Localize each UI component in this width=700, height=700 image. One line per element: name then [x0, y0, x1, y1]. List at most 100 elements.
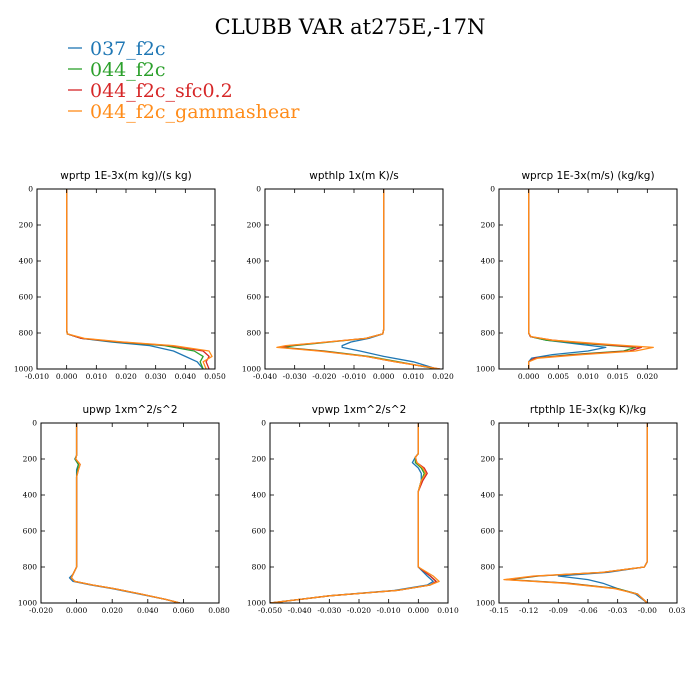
- x-tick-label: 0.010: [577, 372, 599, 381]
- y-tick-label: 800: [247, 329, 262, 338]
- y-tick-label: 1000: [18, 599, 37, 608]
- y-tick-label: 1000: [476, 599, 495, 608]
- y-tick-label: 400: [481, 491, 496, 500]
- y-tick-label: 200: [252, 455, 267, 464]
- plot-frame: [498, 188, 678, 370]
- series-line-037-f2c: [557, 423, 648, 603]
- y-tick-label: 800: [23, 563, 38, 572]
- series-group: [68, 423, 180, 603]
- x-tick-label: 0.040: [175, 372, 197, 381]
- panel-title: vpwp 1xm^2/s^2: [312, 404, 407, 416]
- x-tick-label: -0.010: [342, 372, 366, 381]
- y-tick-label: 0: [490, 185, 495, 194]
- x-tick-label: 0.020: [101, 606, 123, 615]
- series-line-044-f2c-gammashear: [66, 189, 213, 369]
- y-tick-label: 400: [481, 257, 496, 266]
- chart-panel: upwp 1xm^2/s^2 0 200 400 600 800 1000-0.020 0.0…: [18, 404, 230, 615]
- legend-label: 037_f2c: [90, 38, 166, 60]
- series-line-044-f2c: [70, 423, 180, 603]
- legend-label: 044_f2c_sfc0.2: [90, 80, 233, 102]
- x-tick-label: -0.020: [29, 606, 53, 615]
- panels: wprtp 1E-3x(m kg)/(s kg) 0 200 400 600 800 100…: [14, 170, 686, 615]
- series-line-037-f2c: [68, 423, 180, 603]
- y-tick-label: 400: [19, 257, 34, 266]
- y-tick-label: 600: [481, 293, 496, 302]
- legend: 037_f2c 044_f2c 044_f2c_sfc0.2 044_f2c_g…: [68, 38, 300, 123]
- x-tick-label: 0.000: [56, 372, 78, 381]
- x-tick-label: 0.040: [137, 606, 159, 615]
- series-line-044-f2c-sfc0-2: [528, 189, 643, 369]
- panel-title: upwp 1xm^2/s^2: [83, 404, 178, 416]
- x-tick-label: 0.010: [437, 606, 459, 615]
- legend-label: 044_f2c: [90, 59, 166, 81]
- legend-item: 044_f2c_sfc0.2: [68, 80, 233, 102]
- panel-title: rtpthlp 1E-3x(kg K)/kg: [530, 404, 646, 416]
- x-tick-label: 0.030: [145, 372, 167, 381]
- panel-title: wpthlp 1x(m K)/s: [309, 170, 399, 182]
- chart-panel: vpwp 1xm^2/s^2 0 200 400 600 800 1000-0.050 -0.…: [247, 404, 459, 615]
- x-tick-label: -0.040: [288, 606, 312, 615]
- x-tick-label: 0.005: [548, 372, 570, 381]
- y-tick-label: 800: [252, 563, 267, 572]
- series-line-037-f2c: [341, 189, 438, 369]
- chart-panel: wprtp 1E-3x(m kg)/(s kg) 0 200 400 600 800 100…: [14, 170, 226, 381]
- y-tick-label: 1000: [247, 599, 266, 608]
- y-tick-label: 800: [19, 329, 34, 338]
- plot-frame: [269, 422, 449, 604]
- y-tick-label: 600: [19, 293, 34, 302]
- y-tick-label: 0: [490, 419, 495, 428]
- series-line-044-f2c-sfc0-2: [279, 189, 441, 369]
- series-group: [503, 423, 648, 603]
- x-tick-label: 0.020: [432, 372, 454, 381]
- y-tick-label: 800: [481, 563, 496, 572]
- chart-panel: wpthlp 1x(m K)/s02004006008001000-0.040-…: [242, 170, 454, 381]
- series-line-044-f2c-sfc0-2: [270, 423, 437, 603]
- y-tick-label: 600: [481, 527, 496, 536]
- x-tick-label: 0.050: [204, 372, 226, 381]
- y-tick-label: 200: [481, 221, 496, 230]
- series-line-044-f2c-gammashear: [276, 189, 441, 369]
- x-tick-label: 0.000: [66, 606, 88, 615]
- legend-item: 044_f2c: [68, 59, 166, 81]
- y-tick-label: 200: [23, 455, 38, 464]
- series-group: [276, 189, 441, 369]
- y-tick-label: 800: [481, 329, 496, 338]
- series-group: [66, 189, 213, 369]
- x-tick-label: -0.020: [347, 606, 371, 615]
- chart-panel: rtpthlp 1E-3x(kg K)/kg02004006008001000-…: [476, 404, 686, 615]
- x-tick-label: 0.010: [86, 372, 108, 381]
- x-tick-label: -0.09: [549, 606, 568, 615]
- y-tick-label: 600: [247, 293, 262, 302]
- y-tick-label: 400: [23, 491, 38, 500]
- plot-frame: [40, 422, 220, 604]
- x-tick-label: -0.12: [519, 606, 538, 615]
- legend-item: 037_f2c: [68, 38, 166, 60]
- panel-title: wprcp 1E-3x(m/s) (kg/kg): [521, 170, 654, 182]
- x-tick-label: -0.030: [283, 372, 307, 381]
- series-line-044-f2c: [66, 189, 204, 369]
- x-tick-label: 0.060: [173, 606, 195, 615]
- series-group: [528, 189, 654, 369]
- x-tick-label: -0.030: [317, 606, 341, 615]
- legend-item: 044_f2c_gammashear: [68, 101, 300, 123]
- series-line-044-f2c-gammashear: [270, 423, 440, 603]
- y-tick-label: 0: [261, 419, 266, 428]
- chart-panel: wprcp 1E-3x(m/s) (kg/kg) 0 200 400 600 800 100…: [476, 170, 678, 381]
- series-line-044-f2c-gammashear: [528, 189, 654, 369]
- y-tick-label: 0: [28, 185, 33, 194]
- x-tick-label: -0.010: [377, 606, 401, 615]
- y-tick-label: 0: [256, 185, 261, 194]
- series-line-044-f2c-sfc0-2: [70, 423, 180, 603]
- y-tick-label: 600: [23, 527, 38, 536]
- x-tick-label: 0.000: [408, 606, 430, 615]
- x-tick-label: -0.00: [638, 606, 657, 615]
- series-line-044-f2c-gammashear: [503, 423, 648, 603]
- x-tick-label: -0.020: [312, 372, 336, 381]
- x-tick-label: -0.03: [608, 606, 627, 615]
- y-tick-label: 1000: [14, 365, 33, 374]
- x-tick-label: 0.015: [607, 372, 629, 381]
- figure-title: CLUBB VAR at275E,-17N: [215, 15, 486, 39]
- series-group: [270, 423, 440, 603]
- y-tick-label: 1000: [242, 365, 261, 374]
